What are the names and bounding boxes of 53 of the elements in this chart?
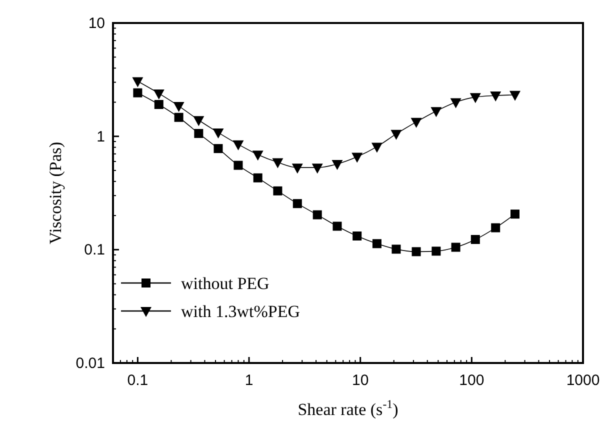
- point: [491, 223, 500, 232]
- point: [392, 244, 401, 254]
- point: [253, 173, 262, 182]
- point: [470, 93, 481, 104]
- point: [273, 186, 282, 196]
- point: [410, 118, 422, 128]
- point: [510, 210, 520, 219]
- point: [352, 232, 362, 240]
- point: [232, 140, 244, 150]
- point: [332, 160, 343, 170]
- point: [312, 164, 323, 174]
- point: [174, 112, 184, 122]
- point: [470, 234, 480, 244]
- legend-label: with 1.3wt%PEG: [181, 302, 300, 321]
- point: [451, 242, 460, 252]
- point: [490, 92, 502, 102]
- point: [450, 98, 462, 108]
- point: [153, 89, 164, 100]
- point: [234, 160, 243, 170]
- point: [133, 88, 142, 98]
- x-tick-label: 0.1: [127, 372, 148, 389]
- y-axis-title: Viscosity (Pas): [46, 142, 65, 244]
- point: [510, 90, 520, 101]
- point: [154, 100, 164, 109]
- legend-label: without PEG: [181, 274, 270, 293]
- point: [212, 128, 224, 139]
- x-tick-label: 1000: [566, 372, 600, 389]
- y-tick-label: 0.1: [84, 242, 105, 259]
- y-tick-label: 0.01: [76, 355, 105, 372]
- point: [390, 130, 402, 140]
- point: [272, 158, 284, 168]
- x-tick-label: 1: [244, 372, 254, 389]
- point: [412, 247, 421, 256]
- point: [214, 144, 223, 154]
- point: [432, 246, 441, 256]
- point: [352, 152, 363, 163]
- point: [252, 150, 264, 161]
- x-tick-label: 100: [459, 372, 484, 389]
- point: [132, 77, 144, 88]
- y-tick-label: 10: [88, 15, 105, 32]
- point: [372, 239, 382, 248]
- point: [292, 199, 302, 208]
- point: [312, 210, 322, 220]
- y-tick-label: 1: [96, 128, 105, 146]
- point: [430, 107, 442, 118]
- x-axis-title: Shear rate (s$^{-1}$): [298, 397, 398, 419]
- x-tick-label: 10: [352, 372, 369, 389]
- point: [332, 222, 342, 231]
- point: [292, 164, 303, 174]
- point: [173, 102, 184, 112]
- point: [194, 128, 204, 138]
- point: [371, 142, 382, 153]
- point: [193, 116, 204, 126]
